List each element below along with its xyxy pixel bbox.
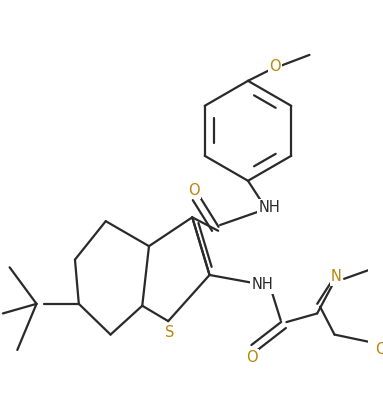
Text: NH: NH xyxy=(258,200,280,215)
Text: O: O xyxy=(269,59,281,74)
Text: S: S xyxy=(165,325,175,340)
Text: N: N xyxy=(331,269,342,284)
Text: NH: NH xyxy=(252,277,273,292)
Text: O: O xyxy=(246,350,258,365)
Text: O: O xyxy=(188,183,200,198)
Text: O: O xyxy=(375,342,383,357)
